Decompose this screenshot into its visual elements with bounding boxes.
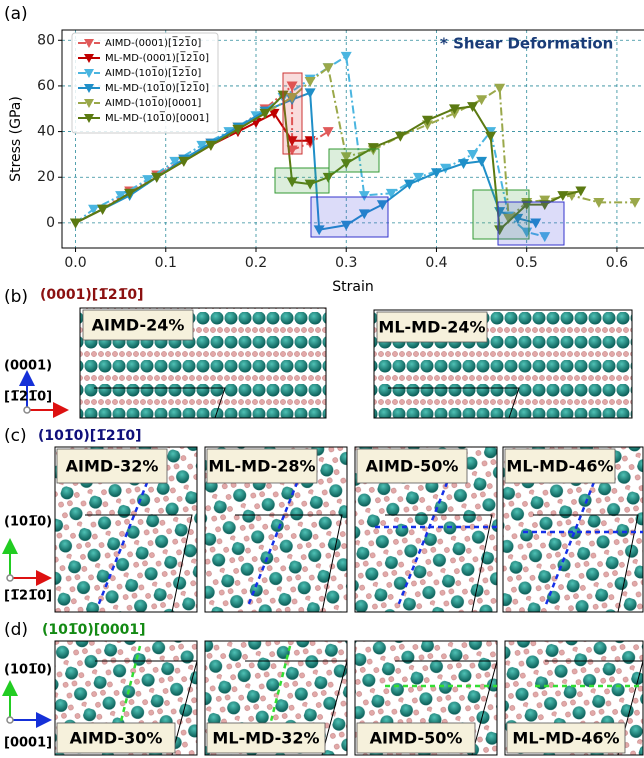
box: [498, 202, 564, 245]
axis-origin: [24, 407, 30, 413]
y-tick-label: 20: [37, 169, 55, 185]
axis-up-label: (101̅0): [4, 515, 52, 530]
marker: [494, 84, 505, 94]
marker: [70, 218, 81, 228]
panel-title: (101̅0)[0001]: [42, 622, 146, 638]
x-tick-label: 0.2: [245, 255, 267, 271]
axis-right-label: [1̅21̅0]: [4, 589, 52, 604]
axis-up-label: (0001): [4, 359, 52, 374]
x-axis-label: Strain: [332, 279, 373, 295]
legend-label: AIMD-(0001)[1̅21̅0]: [105, 36, 201, 49]
marker: [323, 127, 334, 137]
figure: (a) * Shear Deformation Strain Stress (G…: [0, 0, 644, 758]
image-label: AIMD-32%: [66, 457, 159, 476]
axis-origin: [7, 575, 13, 581]
panel-label: (a): [4, 4, 28, 24]
x-tick-label: 0.6: [606, 255, 628, 271]
image-label: ML-MD-46%: [512, 729, 619, 748]
panel-title: (0001)[1̅21̅0]: [40, 287, 144, 303]
y-tick-label: 60: [37, 78, 55, 94]
legend-label: ML-MD-(101̅0)[0001]: [105, 111, 209, 124]
image-label: ML-MD-32%: [212, 729, 319, 748]
box: [283, 73, 302, 154]
axis-up-label: (101̅0): [4, 663, 52, 678]
marker: [557, 191, 568, 201]
legend-label: AIMD-(101̅0)[1̅21̅0]: [105, 66, 201, 79]
highlight-boxes: [275, 73, 564, 245]
axis-right-label: [0001]: [4, 736, 52, 751]
x-tick-label: 0.1: [155, 255, 177, 271]
y-tick-label: 80: [37, 32, 55, 48]
legend-label: AIMD-(101̅0)[0001]: [105, 96, 201, 109]
image-label: AIMD-24%: [92, 316, 185, 335]
x-tick-label: 0.4: [425, 255, 447, 271]
box: [311, 197, 388, 237]
box: [275, 168, 329, 193]
image-label: AIMD-50%: [370, 729, 463, 748]
x-tick-label: 0.5: [516, 255, 538, 271]
marker: [97, 205, 108, 215]
structure-panels: (b)(0001)[1̅21̅0]AIMD-24%ML-MD-24%(0001)…: [4, 287, 643, 755]
panel-title: (101̅0)[1̅21̅0]: [38, 428, 142, 444]
annotation: * Shear Deformation: [440, 35, 613, 53]
axis-right-label: [1̅21̅0]: [4, 390, 52, 405]
x-tick-label: 0.0: [64, 255, 86, 271]
marker: [467, 150, 478, 160]
marker: [151, 173, 162, 183]
panel-label: (b): [4, 287, 28, 307]
image-label: ML-MD-46%: [506, 457, 613, 476]
image-label: AIMD-50%: [366, 457, 459, 476]
image-label: ML-MD-28%: [208, 457, 315, 476]
marker: [341, 52, 352, 62]
image-label: ML-MD-24%: [378, 318, 485, 337]
y-tick-label: 0: [46, 215, 55, 231]
y-axis-label: Stress (GPa): [8, 96, 24, 182]
panel-label: (c): [4, 426, 27, 446]
panel-label: (d): [4, 620, 28, 640]
legend-label: ML-MD-(0001)[1̅21̅0]: [105, 51, 209, 64]
legend-label: ML-MD-(101̅0)[1̅21̅0]: [105, 81, 209, 94]
y-tick-label: 40: [37, 124, 55, 140]
image-label: AIMD-30%: [70, 729, 163, 748]
axis-origin: [7, 717, 13, 723]
box: [329, 149, 379, 172]
x-tick-label: 0.3: [335, 255, 357, 271]
marker: [476, 95, 487, 105]
